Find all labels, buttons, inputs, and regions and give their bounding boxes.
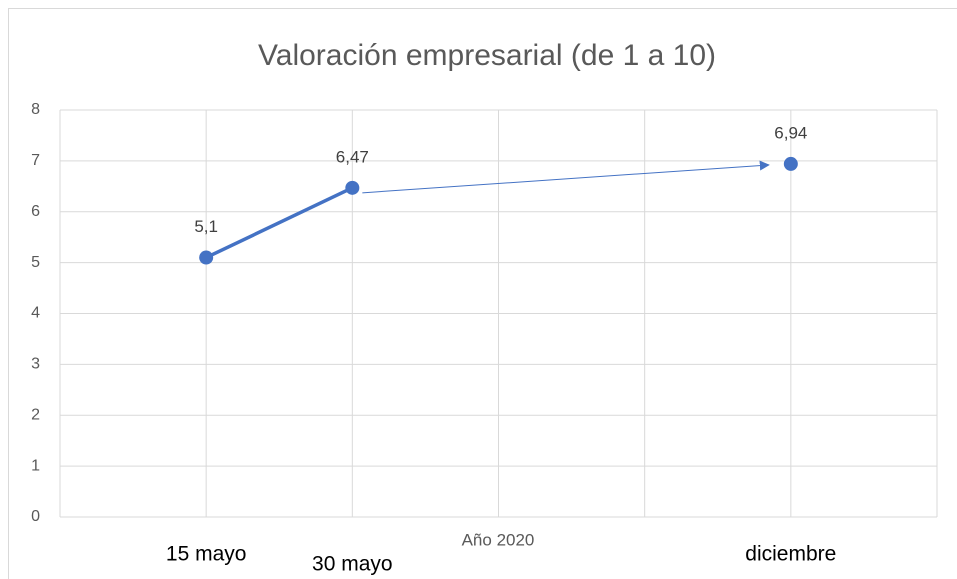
y-tick-label: 2 [31,406,40,423]
annotation-arrow [362,160,770,194]
data-point [783,156,798,171]
data-label: 5,1 [194,217,218,236]
x-tick-label: 15 mayo [166,543,247,566]
series-line [205,186,354,260]
x-tick-label: 30 mayo [312,553,393,576]
x-tick-label: diciembre [745,543,836,566]
y-tick-label: 4 [31,305,40,322]
data-label: 6,94 [774,123,807,142]
y-tick-label: 8 [31,101,40,118]
data-point [345,180,360,195]
y-tick-label: 3 [31,356,40,373]
chart-title: Valoración empresarial (de 1 a 10) [258,39,716,72]
y-tick-label: 6 [31,203,40,220]
data-label: 6,47 [336,147,369,166]
chart-border [8,8,957,579]
data-point [199,250,214,265]
x-axis-label: Año 2020 [462,530,535,549]
y-tick-label: 7 [31,152,40,169]
y-tick-label: 0 [31,508,40,525]
y-tick-label: 5 [31,254,40,271]
y-tick-label: 1 [31,457,40,474]
